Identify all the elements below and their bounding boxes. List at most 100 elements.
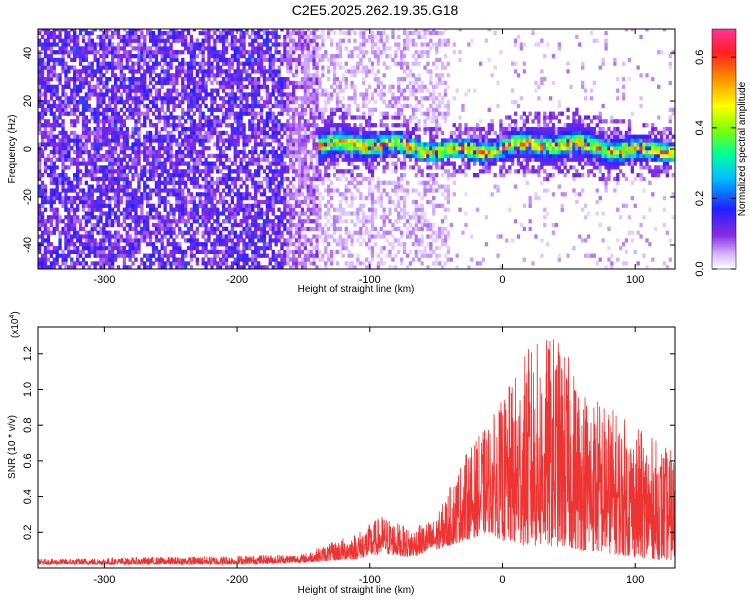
heatmap-cell: [134, 150, 138, 155]
heatmap-cell: [119, 234, 124, 239]
heatmap-cell: [257, 134, 261, 139]
heatmap-cell: [46, 238, 51, 243]
heatmap-cell: [146, 234, 150, 239]
heatmap-cell: [315, 196, 319, 201]
heatmap-cell: [262, 150, 267, 155]
heatmap-cell: [137, 88, 141, 93]
heatmap-cell: [350, 219, 354, 224]
heatmap-cell: [64, 46, 68, 51]
heatmap-cell: [67, 219, 71, 224]
heatmap-cell: [195, 192, 200, 197]
heatmap-cell: [195, 157, 200, 162]
heatmap-cell: [160, 246, 164, 251]
heatmap-cell: [38, 142, 42, 147]
heatmap-cell: [49, 54, 54, 59]
heatmap-cell: [242, 165, 246, 170]
heatmap-cell: [189, 100, 194, 105]
heatmap-cell: [119, 46, 124, 51]
heatmap-cell: [93, 222, 97, 228]
heatmap-cell: [166, 261, 170, 266]
heatmap-cell: [61, 253, 65, 258]
heatmap-cell: [286, 153, 290, 159]
heatmap-cell: [242, 34, 246, 40]
heatmap-cell: [315, 46, 319, 51]
heatmap-cell: [58, 115, 62, 120]
heatmap-cell: [257, 30, 261, 36]
heatmap-cell: [49, 92, 54, 97]
heatmap-cell: [108, 222, 112, 228]
heatmap-cell: [175, 153, 179, 159]
heatmap-cell: [359, 61, 363, 66]
heatmap-cell: [49, 165, 54, 170]
heatmap-cell: [198, 242, 202, 247]
heatmap-cell: [49, 161, 54, 166]
heatmap-cell: [277, 130, 281, 136]
heatmap-cell: [204, 34, 208, 40]
heatmap-cell: [87, 153, 91, 159]
heatmap-cell: [221, 38, 226, 43]
heatmap-cell: [254, 61, 258, 66]
heatmap-cell: [198, 169, 202, 174]
heatmap-cell: [242, 103, 246, 109]
heatmap-cell: [359, 180, 363, 185]
heatmap-cell: [262, 230, 267, 235]
heatmap-cell: [330, 249, 334, 255]
heatmap-cell: [93, 54, 97, 59]
heatmap-cell: [257, 69, 261, 74]
heatmap-cell: [58, 234, 62, 239]
heatmap-cell: [186, 176, 191, 182]
heatmap-cell: [259, 138, 264, 143]
heatmap-cell: [204, 173, 208, 178]
heatmap-cell: [154, 123, 159, 128]
heatmap-cell: [227, 211, 232, 216]
heatmap-cell: [38, 29, 42, 32]
heatmap-cell: [119, 126, 124, 132]
heatmap-cell: [178, 115, 182, 120]
heatmap-cell: [192, 80, 197, 86]
heatmap-cell: [327, 242, 331, 247]
heatmap-cell: [362, 42, 366, 47]
heatmap-cell: [116, 199, 121, 205]
heatmap-cell: [146, 103, 150, 109]
heatmap-cell: [216, 184, 220, 189]
heatmap-cell: [262, 219, 267, 224]
heatmap-cell: [344, 103, 348, 109]
heatmap-cell: [43, 142, 48, 147]
heatmap-cell: [134, 230, 138, 235]
heatmap-cell: [76, 173, 80, 178]
heatmap-cell: [87, 234, 91, 239]
heatmap-cell: [292, 88, 296, 93]
heatmap-cell: [259, 29, 264, 32]
heatmap-cell: [327, 30, 331, 36]
heatmap-cell: [81, 115, 86, 120]
heatmap-cell: [131, 54, 135, 59]
heatmap-cell: [189, 69, 194, 74]
heatmap-cell: [300, 50, 305, 55]
heatmap-cell: [131, 34, 135, 40]
heatmap-cell: [49, 222, 54, 228]
heatmap-cell: [341, 246, 345, 251]
heatmap-cell: [43, 54, 48, 59]
heatmap-cell: [204, 253, 208, 258]
heatmap-cell: [46, 157, 51, 162]
heatmap-cell: [216, 57, 220, 63]
heatmap-cell: [233, 77, 237, 82]
heatmap-cell: [274, 80, 278, 86]
heatmap-cell: [315, 80, 319, 86]
heatmap-cell: [125, 138, 129, 143]
heatmap-cell: [338, 88, 343, 93]
heatmap-cell: [213, 153, 217, 159]
heatmap-cell: [131, 38, 135, 43]
heatmap-cell: [362, 126, 366, 132]
heatmap-cell: [242, 77, 246, 82]
heatmap-cell: [125, 30, 129, 36]
heatmap-cell: [99, 69, 103, 74]
heatmap-cell: [102, 107, 106, 112]
heatmap-cell: [201, 153, 205, 159]
heatmap-cell: [175, 157, 179, 162]
heatmap-cell: [178, 123, 182, 128]
heatmap-cell: [324, 103, 328, 109]
heatmap-cell: [90, 29, 94, 32]
heatmap-cell: [332, 77, 337, 82]
heatmap-cell: [111, 150, 115, 155]
